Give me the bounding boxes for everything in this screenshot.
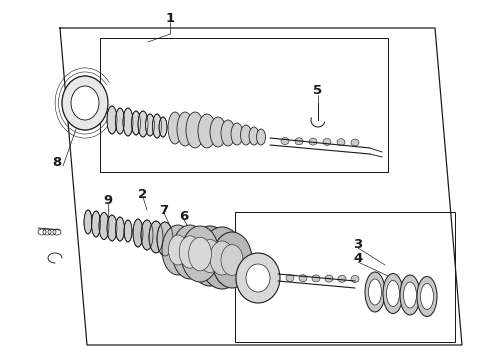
Ellipse shape bbox=[231, 123, 243, 145]
Ellipse shape bbox=[198, 239, 221, 273]
Ellipse shape bbox=[383, 274, 403, 314]
Text: 6: 6 bbox=[179, 210, 189, 222]
Ellipse shape bbox=[116, 108, 124, 134]
Ellipse shape bbox=[116, 217, 124, 241]
Ellipse shape bbox=[169, 235, 188, 265]
Ellipse shape bbox=[236, 253, 280, 303]
Ellipse shape bbox=[131, 111, 141, 135]
Ellipse shape bbox=[312, 275, 320, 282]
Ellipse shape bbox=[420, 284, 434, 310]
Ellipse shape bbox=[157, 222, 173, 256]
Ellipse shape bbox=[221, 120, 235, 146]
Ellipse shape bbox=[417, 276, 437, 316]
Ellipse shape bbox=[198, 114, 216, 148]
Ellipse shape bbox=[241, 125, 251, 145]
Ellipse shape bbox=[146, 114, 154, 136]
Ellipse shape bbox=[295, 138, 303, 145]
Ellipse shape bbox=[309, 138, 317, 145]
Ellipse shape bbox=[177, 112, 193, 146]
Ellipse shape bbox=[323, 138, 331, 145]
Ellipse shape bbox=[152, 114, 162, 138]
Ellipse shape bbox=[400, 275, 420, 315]
Ellipse shape bbox=[186, 112, 204, 148]
Text: 7: 7 bbox=[159, 203, 169, 216]
Ellipse shape bbox=[286, 275, 294, 282]
Ellipse shape bbox=[141, 220, 153, 250]
Ellipse shape bbox=[281, 138, 289, 144]
Ellipse shape bbox=[221, 244, 243, 275]
Ellipse shape bbox=[172, 225, 208, 279]
Ellipse shape bbox=[133, 219, 143, 247]
Ellipse shape bbox=[162, 225, 194, 275]
Ellipse shape bbox=[338, 275, 346, 282]
Ellipse shape bbox=[107, 215, 117, 241]
Ellipse shape bbox=[351, 139, 359, 146]
Ellipse shape bbox=[124, 220, 132, 242]
Ellipse shape bbox=[246, 264, 270, 292]
Text: 2: 2 bbox=[139, 188, 147, 201]
Text: 8: 8 bbox=[52, 156, 62, 168]
Ellipse shape bbox=[181, 226, 219, 282]
Ellipse shape bbox=[256, 129, 266, 145]
Ellipse shape bbox=[138, 111, 148, 137]
Ellipse shape bbox=[351, 275, 359, 283]
Ellipse shape bbox=[212, 232, 252, 288]
Text: 4: 4 bbox=[353, 252, 363, 265]
Ellipse shape bbox=[299, 275, 307, 282]
Ellipse shape bbox=[168, 112, 182, 144]
Ellipse shape bbox=[179, 236, 201, 268]
Ellipse shape bbox=[107, 106, 117, 134]
Ellipse shape bbox=[99, 212, 109, 239]
Text: 3: 3 bbox=[353, 238, 363, 251]
Ellipse shape bbox=[92, 211, 100, 237]
Ellipse shape bbox=[325, 275, 333, 282]
Ellipse shape bbox=[337, 139, 345, 146]
Ellipse shape bbox=[84, 210, 92, 234]
Ellipse shape bbox=[368, 279, 382, 305]
Ellipse shape bbox=[159, 117, 167, 137]
Ellipse shape bbox=[210, 241, 234, 275]
Ellipse shape bbox=[189, 226, 231, 286]
Ellipse shape bbox=[123, 108, 133, 136]
Ellipse shape bbox=[403, 282, 416, 308]
Text: 9: 9 bbox=[103, 194, 113, 207]
Ellipse shape bbox=[200, 227, 244, 289]
Ellipse shape bbox=[365, 272, 385, 312]
Ellipse shape bbox=[62, 76, 108, 130]
Ellipse shape bbox=[149, 221, 163, 253]
Text: 1: 1 bbox=[166, 12, 174, 24]
Ellipse shape bbox=[189, 237, 211, 271]
Ellipse shape bbox=[210, 117, 226, 147]
Ellipse shape bbox=[249, 127, 259, 145]
Ellipse shape bbox=[71, 86, 99, 120]
Ellipse shape bbox=[387, 280, 399, 306]
Text: 5: 5 bbox=[314, 84, 322, 96]
